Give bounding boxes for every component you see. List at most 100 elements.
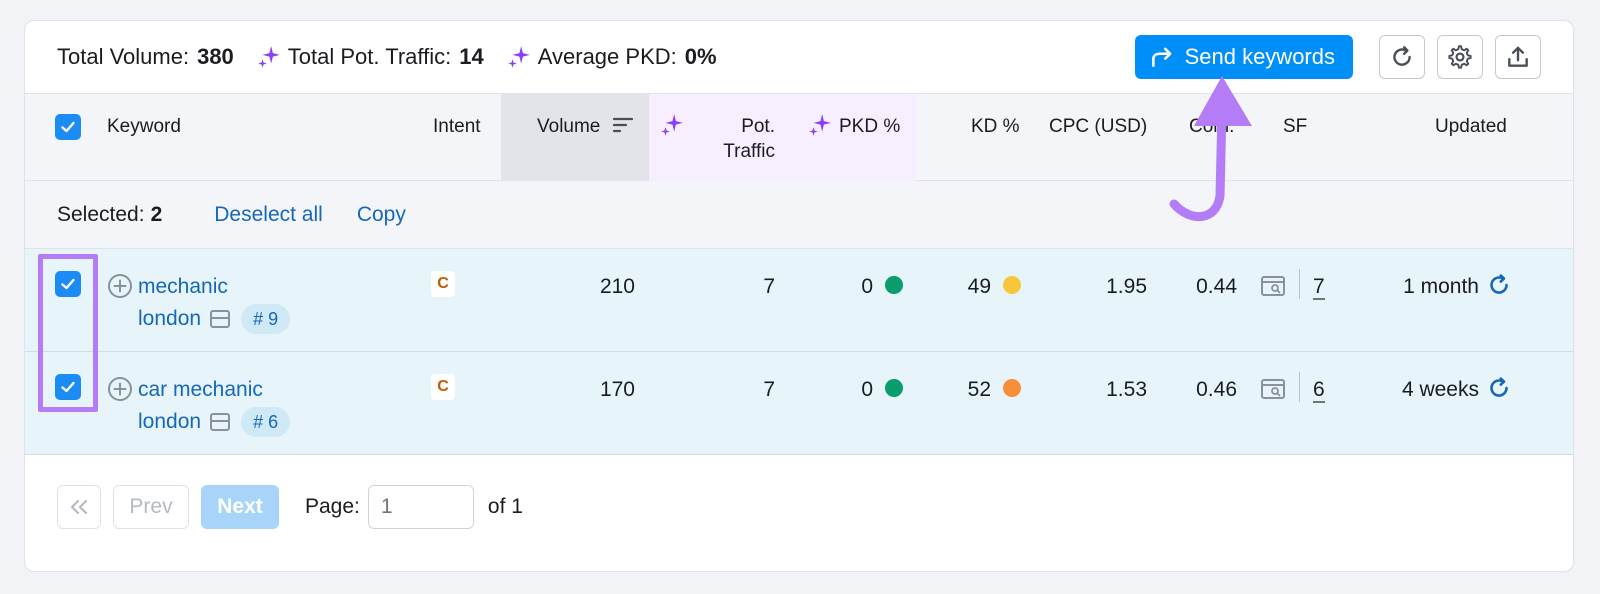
send-keywords-label: Send keywords — [1184, 44, 1335, 69]
ai-sparkle-icon — [659, 112, 685, 138]
column-pot-traffic-line2: Traffic — [723, 141, 775, 162]
average-pkd-label: Average PKD: — [537, 44, 677, 69]
column-keyword[interactable]: Keyword — [107, 116, 181, 137]
updated-value: 4 weeks — [1401, 378, 1479, 401]
double-chevron-left-icon — [70, 499, 88, 515]
pkd-dot — [885, 276, 903, 295]
serp-features-icon — [1261, 276, 1285, 296]
serp-snapshot-icon[interactable] — [209, 412, 231, 432]
export-icon — [1508, 46, 1528, 67]
total-traffic-label: Total Pot. Traffic: — [287, 44, 452, 69]
ai-sparkle-icon — [807, 112, 833, 138]
table-row: car mechanic london # 6 C 170 7 0 52 1.5… — [25, 352, 1573, 455]
first-page-button[interactable] — [57, 485, 101, 529]
column-kd[interactable]: KD % — [971, 116, 1020, 137]
keyword-table-card: Total Volume: 380 Total Pot. Traffic: 14… — [24, 20, 1574, 572]
pot-traffic-cell: 7 — [763, 378, 775, 401]
divider — [1299, 269, 1300, 299]
add-circle-icon[interactable] — [107, 376, 133, 402]
column-intent[interactable]: Intent — [433, 116, 481, 137]
selected-label: Selected: — [57, 202, 145, 226]
volume-cell: 210 — [599, 275, 635, 298]
column-pot-traffic-line1: Pot. — [741, 116, 775, 137]
cpc-cell: 1.53 — [1106, 378, 1147, 401]
next-page-button[interactable]: Next — [201, 485, 279, 529]
column-cpc[interactable]: CPC (USD) — [1049, 116, 1148, 137]
row-checkbox[interactable] — [55, 271, 81, 297]
pkd-cell: 0 — [825, 374, 903, 406]
position-badge: # 6 — [241, 407, 291, 437]
sf-count[interactable]: 7 — [1313, 275, 1325, 300]
sort-icon — [612, 117, 633, 133]
keyword-link-line2[interactable]: london — [138, 307, 202, 330]
pkd-cell: 0 — [825, 271, 903, 303]
pkd-dot — [885, 379, 903, 398]
column-volume-label: Volume — [537, 116, 601, 137]
kd-dot — [1003, 379, 1021, 398]
total-volume-label: Total Volume: — [57, 44, 190, 69]
pkd-value: 0 — [861, 275, 873, 298]
reload-button[interactable] — [1379, 35, 1425, 79]
volume-column-highlight — [501, 94, 649, 182]
deselect-all-link[interactable]: Deselect all — [214, 202, 323, 226]
com-cell: 0.44 — [1196, 275, 1237, 298]
kd-value: 52 — [967, 378, 991, 401]
column-pot-traffic[interactable]: Pot. Traffic — [719, 114, 775, 164]
volume-cell: 170 — [599, 378, 635, 401]
settings-button[interactable] — [1437, 35, 1483, 79]
ai-columns-highlight — [649, 94, 917, 182]
keyword-cell: mechanic london # 9 — [138, 271, 291, 335]
updated-value: 1 month — [1403, 275, 1479, 298]
select-all-checkbox[interactable] — [55, 114, 81, 140]
page-label: Page: — [305, 495, 360, 518]
sf-count[interactable]: 6 — [1313, 378, 1325, 403]
column-volume[interactable]: Volume — [537, 114, 634, 139]
page-total: of 1 — [487, 495, 523, 518]
pot-traffic-cell: 7 — [763, 275, 775, 298]
kd-cell: 52 — [941, 374, 1021, 406]
check-icon — [61, 121, 75, 133]
keyword-link-line2[interactable]: london — [138, 410, 202, 433]
keyword-link[interactable]: mechanic — [138, 275, 228, 298]
column-updated[interactable]: Updated — [1435, 116, 1507, 137]
sf-cell[interactable]: 7 — [1313, 271, 1325, 303]
keyword-cell: car mechanic london # 6 — [138, 374, 291, 438]
total-volume-value: 380 — [197, 44, 234, 69]
kd-cell: 49 — [941, 271, 1021, 303]
add-circle-icon[interactable] — [107, 273, 133, 299]
keyword-link[interactable]: car mechanic — [138, 378, 263, 401]
total-traffic: Total Pot. Traffic: 14 — [256, 44, 484, 70]
total-traffic-value: 14 — [459, 44, 484, 69]
export-button[interactable] — [1495, 35, 1541, 79]
serp-snapshot-icon[interactable] — [209, 309, 231, 329]
column-pkd[interactable]: PKD % — [839, 116, 901, 137]
selected-count: 2 — [150, 202, 163, 226]
page-input[interactable] — [367, 485, 474, 529]
selection-bar: Selected: 2 Deselect all Copy — [25, 181, 1573, 249]
prev-page-button[interactable]: Prev — [113, 485, 189, 529]
kd-dot — [1003, 276, 1021, 295]
average-pkd-value: 0% — [684, 44, 717, 69]
copy-link[interactable]: Copy — [356, 202, 406, 226]
check-icon — [61, 381, 75, 393]
gear-icon — [1448, 45, 1472, 69]
updated-cell: 1 month — [1355, 271, 1511, 303]
position-badge: # 9 — [241, 304, 291, 334]
intent-badge: C — [431, 374, 455, 400]
column-sf[interactable]: SF — [1283, 116, 1308, 137]
send-keywords-button[interactable]: Send keywords — [1134, 35, 1353, 79]
average-pkd: Average PKD: 0% — [506, 44, 717, 70]
intent-badge: C — [431, 271, 455, 297]
refresh-icon[interactable] — [1487, 273, 1511, 297]
refresh-icon[interactable] — [1487, 376, 1511, 400]
reload-icon — [1393, 46, 1411, 66]
sf-cell[interactable]: 6 — [1313, 374, 1325, 406]
com-cell: 0.46 — [1196, 378, 1237, 401]
toolbar: Send keywords — [1134, 35, 1541, 79]
checkbox-highlight-box — [38, 254, 98, 412]
pagination: Prev Next Page: of 1 — [57, 485, 523, 529]
check-icon — [61, 278, 75, 290]
cpc-cell: 1.95 — [1106, 275, 1147, 298]
pkd-value: 0 — [861, 378, 873, 401]
row-checkbox[interactable] — [55, 374, 81, 400]
